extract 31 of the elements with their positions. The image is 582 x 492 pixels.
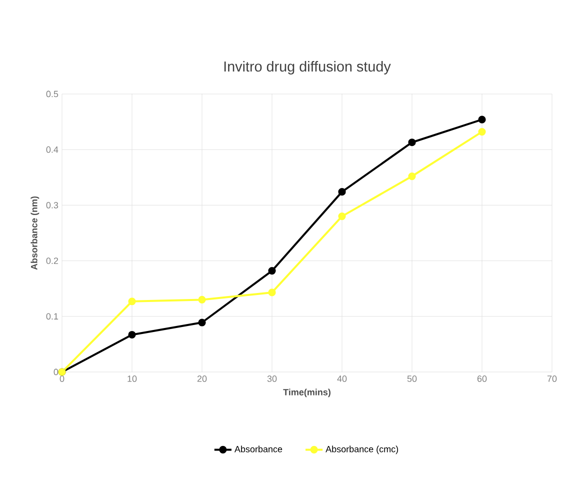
point xyxy=(128,298,136,306)
x-tick-label: 50 xyxy=(407,376,417,382)
x-tick-label: 30 xyxy=(267,376,277,382)
point xyxy=(198,296,206,304)
legend-label: Absorbance (cmc) xyxy=(326,446,398,454)
x-tick-label: 0 xyxy=(60,376,64,382)
point xyxy=(128,330,136,339)
y-tick-label: 0.2 xyxy=(46,258,58,264)
point xyxy=(268,288,276,296)
x-axis-title: Time(mins) xyxy=(283,388,330,398)
y-tick-label: 0.5 xyxy=(46,90,58,98)
x-tick-label: 10 xyxy=(128,376,137,382)
point xyxy=(408,172,416,180)
x-tick-label: 60 xyxy=(477,376,487,382)
point xyxy=(408,138,416,146)
y-tick-label: 0.3 xyxy=(46,202,58,208)
point xyxy=(478,128,486,136)
x-tick-label: 70 xyxy=(547,376,557,382)
point xyxy=(338,212,346,220)
point xyxy=(268,267,276,275)
y-axis-title: Absorbance (nm) xyxy=(30,196,40,270)
point xyxy=(198,318,206,326)
y-tick-label: 0 xyxy=(54,368,58,376)
y-tick-label: 0.1 xyxy=(46,313,58,320)
chart-title: Invitro drug diffusion study xyxy=(224,61,391,74)
legend-label: Absorbance xyxy=(234,446,282,452)
y-tick-label: 0.4 xyxy=(46,146,58,153)
x-tick-label: 40 xyxy=(337,376,347,382)
x-tick-label: 20 xyxy=(197,376,207,382)
point xyxy=(478,116,486,124)
point xyxy=(338,188,346,196)
